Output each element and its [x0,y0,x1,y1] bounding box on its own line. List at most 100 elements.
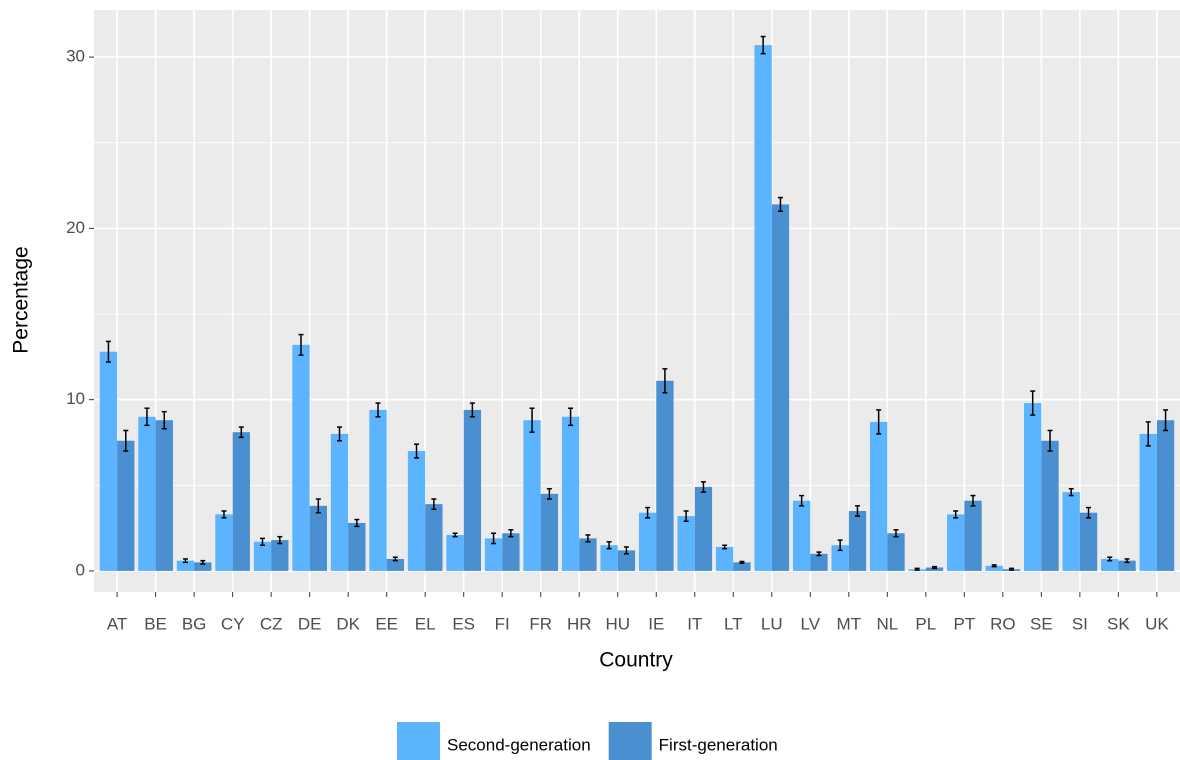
error-bar [645,506,651,519]
error-bar [623,546,629,555]
y-tick-label: 10 [66,389,85,408]
error-bar [315,498,321,514]
x-tick-label: LU [761,614,783,633]
bar [155,420,173,571]
x-tick-label: BE [144,614,167,633]
bar [715,546,734,571]
x-tick-label: IE [648,614,664,633]
error-bar [508,529,514,538]
error-bar [854,505,860,517]
error-bar [221,510,227,519]
error-bar [431,498,437,511]
bar [194,562,212,571]
bar [964,500,982,571]
error-bar [375,402,381,418]
bar [1101,558,1119,571]
legend-swatch [397,722,440,760]
bar [561,416,580,571]
error-bar [700,481,706,493]
error-bar [469,402,475,418]
error-bar [931,565,937,570]
error-bar [739,560,745,564]
error-bar [123,429,129,452]
bar [425,504,443,571]
error-bar [1068,487,1074,497]
error-bar [1145,421,1151,447]
x-tick-label: CY [221,614,245,633]
error-bar [760,35,766,55]
error-bar [722,544,728,550]
error-bar [662,368,668,394]
x-tick-label: IT [687,614,702,633]
error-bar [238,426,244,439]
x-tick-label: HR [567,614,592,633]
x-tick-label: CZ [260,614,283,633]
bar [253,541,272,571]
bar [848,510,867,571]
bar [232,432,250,571]
x-tick-label: FR [529,614,552,633]
x-tick-label: RO [990,614,1016,633]
y-tick-label: 30 [66,47,85,66]
x-tick-label: EE [375,614,398,633]
bar [1079,512,1098,571]
error-bar [606,541,612,550]
y-tick-label: 20 [66,218,85,237]
error-bar [298,333,304,356]
legend-label: First-generation [659,735,778,754]
error-bar [452,532,458,538]
error-bar [414,443,420,459]
bar [656,380,674,571]
bar [925,567,944,571]
bar [810,553,828,571]
bar [523,420,541,571]
bar [446,534,464,571]
bar [985,565,1003,571]
bar [117,440,135,571]
error-bar [683,510,689,523]
error-bar [837,539,843,552]
error-bar [1047,429,1053,452]
legend: Second-generation First-generation [397,722,778,760]
bar [176,560,195,571]
error-bar [354,518,360,528]
bar [330,433,349,571]
error-bar [546,487,552,500]
bar [1118,560,1136,571]
bar [407,451,426,571]
bar [1024,403,1042,571]
x-tick-label: MT [837,614,862,633]
bar [771,204,790,571]
bar [369,409,387,571]
error-bar [568,407,574,427]
x-tick-label: SK [1107,614,1130,633]
error-bar [491,532,497,545]
error-bar [799,494,805,507]
x-tick-label: DK [336,614,360,633]
x-tick-label: AT [107,614,127,633]
error-bar [1124,558,1130,564]
bar [348,522,366,571]
x-tick-label: LV [801,614,821,633]
legend-label: Second-generation [447,735,591,754]
bar [386,558,405,571]
bar [638,512,657,571]
x-tick-label: DE [298,614,322,633]
y-tick-label: 0 [76,560,85,579]
x-tick-label: HU [605,614,630,633]
bar [792,500,811,571]
bar [617,550,636,571]
bar [1062,492,1080,571]
error-bar [777,196,783,213]
x-tick-label: EL [415,614,436,633]
error-bar [585,534,591,543]
error-bar [161,410,167,430]
bar [138,416,156,571]
error-bar [259,537,265,546]
marks [99,35,1175,571]
bar [831,545,849,571]
y-axis-title: Percentage [10,246,33,353]
error-bar [529,407,535,433]
